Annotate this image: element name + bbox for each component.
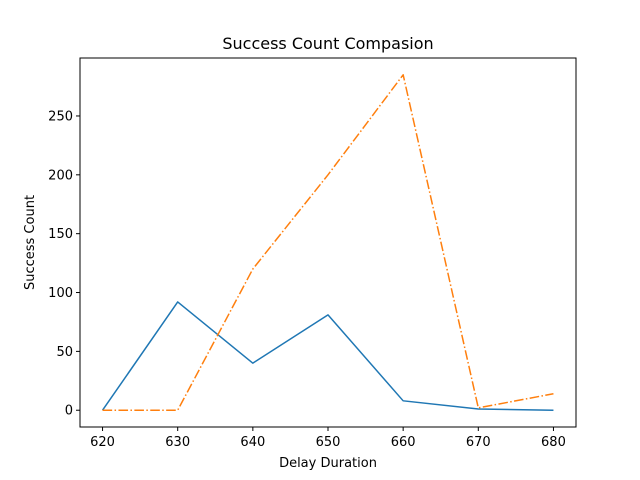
series-layer (101, 74, 554, 411)
y-tick-label: 250 (48, 109, 73, 124)
y-tick-label: 50 (56, 345, 73, 360)
series-line-1 (101, 301, 554, 411)
y-tick-label: 150 (48, 227, 73, 242)
x-tick-label: 640 (240, 435, 265, 450)
x-tick-label: 680 (541, 435, 566, 450)
y-tick-label: 200 (48, 168, 73, 183)
series-line-2 (102, 74, 554, 411)
y-tick-label: 100 (48, 286, 73, 301)
chart-title: Success Count Compasion (222, 34, 433, 53)
x-tick-label: 660 (391, 435, 416, 450)
x-tick-label: 670 (466, 435, 491, 450)
x-tick-label: 620 (90, 435, 115, 450)
x-tick-label: 630 (165, 435, 190, 450)
plot-area (80, 58, 576, 427)
y-axis-ticks: 0 50 100 150 200 250 (48, 109, 80, 419)
x-tick-label: 650 (316, 435, 341, 450)
x-axis-ticks: 620 630 640 650 660 670 680 (90, 427, 566, 450)
x-axis-label: Delay Duration (279, 456, 377, 471)
y-tick-label: 0 (65, 404, 73, 419)
plot-frame (79, 57, 577, 428)
y-axis-label: Success Count (23, 195, 38, 290)
